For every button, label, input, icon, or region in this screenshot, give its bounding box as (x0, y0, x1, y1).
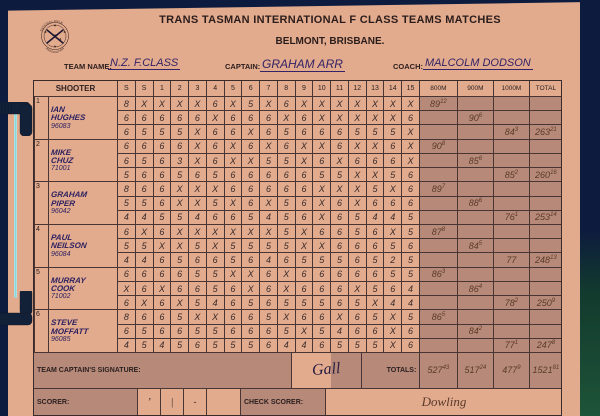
svg-text:ASSOCIATION: ASSOCIATION (45, 46, 65, 54)
